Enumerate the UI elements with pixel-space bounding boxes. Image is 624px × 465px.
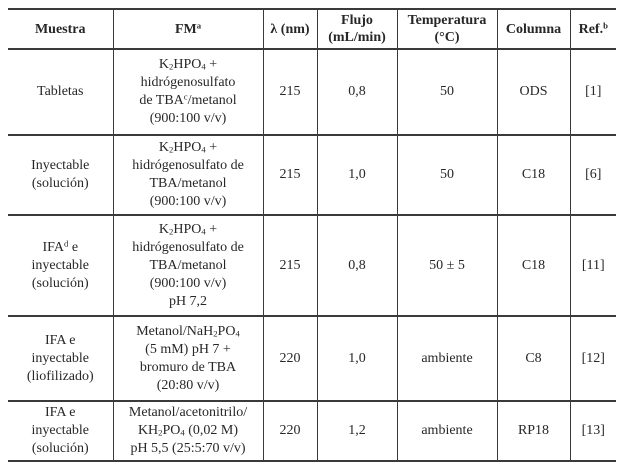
table-row: Tabletas K2HPO4 + hidrógenosulfato de TBAc… xyxy=(8,49,616,135)
cell-lambda: 215 xyxy=(262,49,317,135)
cell-flujo: 0,8 xyxy=(316,215,397,316)
cell-lambda: 220 xyxy=(262,316,317,401)
cell-columna: ODS xyxy=(496,49,570,135)
cell-ref: [1] xyxy=(569,49,616,135)
column-header-muestra: Muestra xyxy=(34,21,86,37)
cell-columna: C8 xyxy=(496,316,570,401)
cell-muestra: Inyectable (solución) xyxy=(31,158,90,191)
cell-columna: RP18 xyxy=(496,401,570,461)
cell-lambda: 220 xyxy=(262,401,317,461)
column-header-ref: Ref.b xyxy=(569,9,616,49)
cell-ref: [6] xyxy=(569,135,616,215)
cell-ref: [11] xyxy=(569,215,616,316)
column-header-flujo: Flujo (mL/min) xyxy=(316,9,397,49)
cell-columna: C18 xyxy=(496,215,570,316)
cell-muestra: Tabletas xyxy=(37,84,84,99)
cell-flujo: 0,8 xyxy=(316,49,397,135)
cell-fm: K2HPO4 + hidrógenosulfato de TBAc/metanol(… xyxy=(112,49,263,135)
cell-fm: K2HPO4 + hidrógenosulfato de TBA/metanol (9… xyxy=(112,135,263,215)
cell-muestra: IFA e inyectable (solución) xyxy=(31,405,90,456)
cell-ref: [13] xyxy=(569,401,616,461)
table-row: IFAd e inyectable (solución) K2HPO4 + hidró… xyxy=(8,215,616,316)
column-header-temperatura: Temperatura (°C) xyxy=(396,9,497,49)
cell-fm: K2HPO4 + hidrógenosulfato de TBA/metanol (9… xyxy=(112,215,263,316)
methods-table-container: Muestra FMa λ (nm) Flujo (mL/min) Tempera… xyxy=(8,8,616,462)
cell-flujo: 1,2 xyxy=(316,401,397,461)
table-row: IFA e inyectable (solución) Metanol/aceton… xyxy=(8,401,616,461)
cell-temperatura: ambiente xyxy=(396,401,497,461)
column-header-lambda: λ (nm) xyxy=(262,9,317,49)
table-row: Inyectable (solución) K2HPO4 + hidrógenosu… xyxy=(8,135,616,215)
cell-columna: C18 xyxy=(496,135,570,215)
cell-flujo: 1,0 xyxy=(316,135,397,215)
column-header-fm: FMa xyxy=(112,9,263,49)
header-row: Muestra FMa λ (nm) Flujo (mL/min) Tempera… xyxy=(8,9,616,49)
cell-temperatura: 50 ± 5 xyxy=(396,215,497,316)
table-row: IFA e inyectable (liofilizado) Metanol/NaH… xyxy=(8,316,616,401)
cell-muestra: IFA e inyectable (liofilizado) xyxy=(26,332,94,384)
cell-fm: Metanol/acetonitrilo/KH2PO4 (0,02 M) pH 5… xyxy=(112,401,263,461)
cell-fm: Metanol/NaH2PO4 (5 mM) pH 7 + bromuro de T… xyxy=(112,316,263,401)
cell-muestra: IFAd e inyectable (solución) xyxy=(31,238,90,291)
column-header-columna: Columna xyxy=(496,9,570,49)
cell-temperatura: ambiente xyxy=(396,316,497,401)
cell-flujo: 1,0 xyxy=(316,316,397,401)
cell-ref: [12] xyxy=(569,316,616,401)
methods-table: Muestra FMa λ (nm) Flujo (mL/min) Tempera… xyxy=(8,8,616,462)
cell-temperatura: 50 xyxy=(396,49,497,135)
cell-temperatura: 50 xyxy=(396,135,497,215)
cell-lambda: 215 xyxy=(262,135,317,215)
cell-lambda: 215 xyxy=(262,215,317,316)
